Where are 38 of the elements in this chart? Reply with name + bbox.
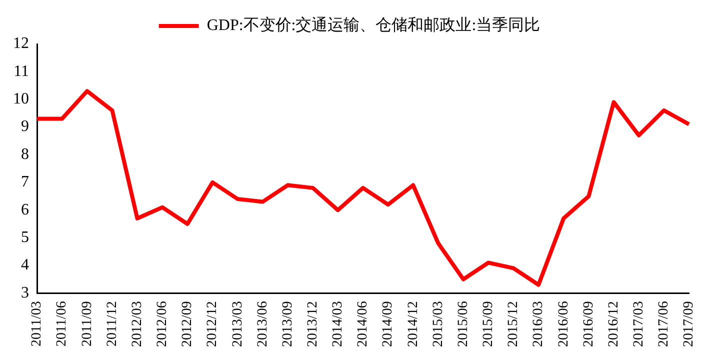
x-tick-label: 2013/06 [255, 301, 270, 347]
y-tick-label: 10 [13, 90, 29, 108]
x-tick-label: 2017/03 [632, 301, 647, 347]
x-tick-label: 2011/09 [80, 301, 95, 346]
x-tick-label: 2011/12 [104, 301, 120, 346]
x-tick-label: 2016/12 [606, 301, 622, 347]
x-tick-label: 2012/03 [130, 301, 145, 347]
x-tick-label: 2014/06 [356, 301, 371, 347]
y-tick-label: 9 [21, 118, 29, 136]
x-tick-label: 2015/06 [456, 301, 471, 347]
x-tick-label: 2014/03 [330, 301, 346, 347]
y-tick-label: 5 [21, 228, 29, 246]
x-tick-label: 2012/06 [155, 301, 170, 347]
x-tick-label: 2015/12 [506, 301, 522, 347]
x-tick-label: 2014/12 [406, 301, 421, 347]
x-tick-label: 2016/09 [581, 301, 596, 347]
y-tick-label: 11 [14, 62, 29, 80]
x-tick-label: 2011/03 [30, 301, 45, 346]
x-tick-label: 2013/12 [306, 301, 321, 347]
x-tick-label: 2012/09 [180, 301, 196, 347]
x-tick-label: 2016/06 [556, 301, 572, 347]
x-tick-label: 2016/03 [531, 301, 546, 347]
x-tick-label: 2017/06 [656, 301, 672, 347]
x-tick-label: 2012/12 [205, 301, 220, 347]
y-tick-label: 4 [21, 256, 29, 274]
x-tick-label: 2015/09 [481, 301, 496, 347]
x-tick-label: 2014/09 [380, 301, 396, 347]
x-tick-label: 2013/03 [230, 301, 246, 347]
legend-label: GDP:不变价:交通运输、仓储和邮政业:当季同比 [206, 16, 540, 34]
y-tick-label: 7 [21, 174, 29, 191]
x-tick-label: 2011/06 [54, 301, 70, 346]
y-tick-label: 6 [21, 201, 29, 218]
x-tick-label: 2013/09 [280, 301, 296, 347]
y-tick-label: 3 [21, 284, 29, 302]
x-tick-label: 2017/09 [682, 301, 697, 347]
y-tick-label: 8 [21, 146, 29, 163]
x-tick-label: 2015/03 [430, 301, 446, 347]
y-tick-label: 12 [13, 35, 29, 52]
